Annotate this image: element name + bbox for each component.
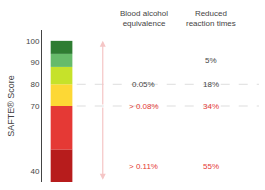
- svg-text:SAFTE® Score: SAFTE® Score: [6, 75, 16, 137]
- svg-text:> 0.11%: > 0.11%: [129, 162, 158, 171]
- svg-text:90: 90: [30, 58, 39, 67]
- svg-text:55%: 55%: [203, 162, 219, 171]
- svg-text:> 0.08%: > 0.08%: [129, 102, 159, 111]
- svg-text:40: 40: [30, 167, 39, 176]
- svg-text:34%: 34%: [203, 102, 219, 111]
- svg-text:70: 70: [30, 102, 39, 111]
- svg-text:80: 80: [30, 80, 39, 89]
- svg-text:Blood alcoholequivalence: Blood alcoholequivalence: [120, 9, 168, 28]
- svg-text:Reducedreaction times: Reducedreaction times: [186, 9, 236, 28]
- svg-text:5%: 5%: [205, 56, 217, 65]
- svg-text:0.05%: 0.05%: [132, 80, 155, 89]
- svg-text:18%: 18%: [203, 80, 219, 89]
- svg-text:100: 100: [26, 37, 40, 46]
